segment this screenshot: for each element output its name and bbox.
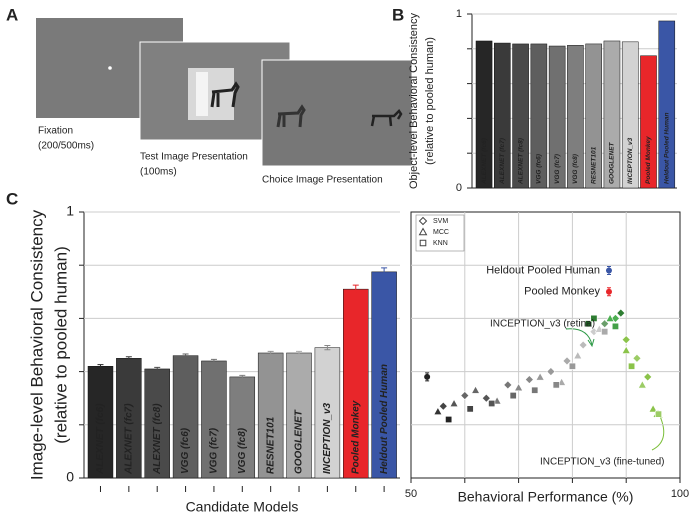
bar-label: VGG (fc6)	[536, 154, 543, 184]
legend-label: SVM	[433, 218, 448, 225]
x-tick-label: 100	[671, 488, 689, 500]
point	[424, 374, 430, 380]
bar-label: VGG (fc6)	[180, 427, 191, 474]
bar-label: ALEXNET (fc6)	[95, 403, 106, 475]
bar-label: INCEPTION_v3	[322, 402, 333, 474]
caption: Choice Image Presentation	[262, 175, 383, 186]
bar-label: ALEXNET (fc7)	[123, 403, 134, 475]
y-axis-label: Image-level Behavioral Consistency	[27, 209, 46, 480]
bar-label: RESNET101	[590, 146, 597, 184]
x-axis-label: Behavioral Performance (%)	[458, 489, 634, 505]
bar-label: Pooled Monkey	[645, 136, 652, 184]
y-axis-label: (relative to pooled human)	[424, 37, 436, 165]
bar-label: ALEXNET (fc8)	[152, 403, 163, 475]
y-axis-label: (relative to pooled human)	[51, 246, 70, 444]
point	[633, 354, 641, 362]
bar-label: GOOGLENET	[294, 409, 305, 474]
point	[532, 387, 538, 393]
point	[628, 363, 634, 369]
point	[553, 382, 559, 388]
scatter-arrows	[566, 329, 664, 450]
point-label: Heldout Pooled Human	[486, 264, 600, 276]
panel-label: A	[6, 5, 18, 24]
bar-label: VGG (fc8)	[237, 427, 248, 474]
caption: (200/500ms)	[38, 141, 94, 152]
point	[606, 289, 612, 295]
point	[612, 323, 618, 329]
bar-label: VGG (fc8)	[572, 154, 579, 184]
legend-marker	[420, 229, 427, 235]
caption: (100ms)	[140, 167, 177, 178]
bar-label: VGG (fc7)	[209, 427, 220, 474]
panel-label: C	[6, 189, 18, 208]
point	[504, 381, 512, 389]
bar-label: Heldout Pooled Human	[379, 364, 390, 474]
legend-label: MCC	[433, 229, 449, 236]
plot-frame	[411, 212, 680, 478]
bar-label: ALEXNET (fc6)	[481, 138, 488, 185]
point	[450, 400, 458, 407]
bar-label: Pooled Monkey	[350, 400, 361, 474]
point	[574, 352, 582, 359]
point	[579, 341, 587, 349]
figure: A B C Fixation (200/500ms) Test Image Pr…	[0, 0, 694, 516]
point	[434, 408, 442, 415]
bar-label: RESNET101	[265, 416, 276, 474]
bar-label: Heldout Pooled Human	[663, 112, 670, 184]
point	[622, 336, 630, 344]
point	[644, 373, 652, 381]
y-tick-label: 0	[66, 469, 74, 485]
x-tick-label: 50	[405, 488, 417, 500]
bar-label: ALEXNET (fc7)	[499, 138, 506, 185]
bar-label: GOOGLENET	[609, 141, 616, 184]
annotation: INCEPTION_v3 (retina)	[490, 319, 595, 330]
annotation: INCEPTION_v3 (fine-tuned)	[540, 457, 665, 468]
legend-label: KNN	[433, 240, 448, 247]
point	[472, 386, 480, 393]
point-label: Pooled Monkey	[524, 286, 600, 298]
point	[606, 268, 612, 274]
y-tick-label: 1	[66, 203, 74, 219]
point	[536, 373, 544, 380]
bar-label: VGG (fc7)	[554, 154, 561, 184]
y-tick-label: 1	[456, 8, 462, 20]
y-tick-label: 0	[456, 182, 462, 194]
point	[601, 329, 607, 335]
panel-label: B	[392, 5, 404, 24]
point	[569, 363, 575, 369]
point	[622, 346, 630, 353]
point	[445, 416, 451, 422]
legend-marker	[420, 218, 427, 225]
point	[617, 309, 625, 317]
point	[655, 411, 661, 417]
x-axis-label: Candidate Models	[186, 499, 299, 515]
point	[461, 392, 469, 400]
legend-marker	[420, 240, 426, 246]
y-axis-label: Object-level Behavioral Consistency	[408, 12, 420, 189]
point	[510, 392, 516, 398]
caption: Test Image Presentation	[140, 152, 248, 163]
point	[489, 400, 495, 406]
point	[547, 368, 555, 376]
caption: Fixation	[38, 126, 73, 137]
point	[439, 402, 447, 410]
bar-label: INCEPTION_v3	[627, 137, 634, 184]
bar-label: ALEXNET (fc8)	[517, 138, 524, 185]
point	[467, 406, 473, 412]
point	[525, 376, 533, 384]
point	[638, 381, 646, 388]
point	[515, 384, 523, 391]
